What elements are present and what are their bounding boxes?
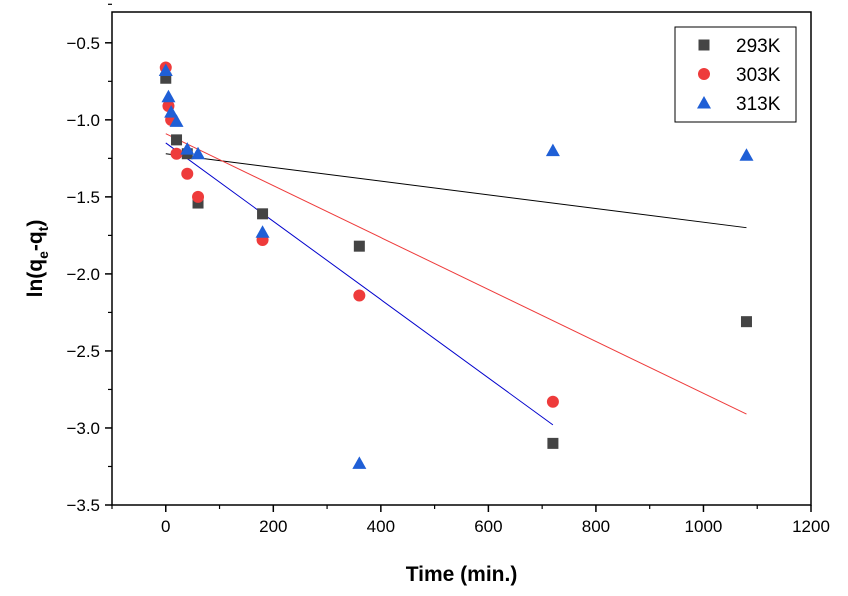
x-tick-label: 800: [582, 517, 610, 536]
fit-line-313K: [165, 142, 554, 426]
point-293K: [192, 197, 204, 209]
fit-line-303K: [165, 133, 747, 415]
legend-marker-293K: [698, 39, 710, 51]
point-303K: [181, 167, 194, 180]
fit-lines: [165, 133, 747, 426]
x-tick-label: 400: [367, 517, 395, 536]
point-313K: [191, 146, 206, 160]
legend-box: [674, 26, 797, 123]
y-tick-label: −2.5: [66, 342, 100, 361]
point-313K: [255, 225, 270, 238]
point-293K: [547, 437, 559, 449]
x-tick-label: 200: [259, 517, 287, 536]
point-313K: [169, 114, 184, 127]
point-293K: [740, 316, 752, 328]
point-313K: [161, 89, 176, 103]
y-title-sub-t: t: [35, 226, 51, 231]
x-axis-ticks: 0 200 400 600 800 1000 1200: [111, 505, 830, 536]
legend: 293K 303K 313K: [674, 26, 797, 123]
legend-label-313K: 313K: [736, 94, 781, 115]
fit-line-293K: [165, 153, 747, 229]
y-tick-label: −3.0: [66, 419, 100, 438]
point-293K: [160, 72, 172, 84]
x-axis-title: Time (min.): [406, 563, 518, 586]
x-tick-label: 1200: [792, 517, 830, 536]
plot-area: 0 200 400 600 800 1000 1200 −3.5 −3.0 −2.5 −2.0 −1…: [66, 3, 830, 536]
y-tick-label: −1.5: [66, 188, 100, 207]
point-303K: [546, 395, 559, 408]
x-tick-label: 1000: [685, 517, 723, 536]
plot-frame: [111, 11, 812, 506]
point-313K: [739, 148, 754, 161]
x-tick-label: 0: [161, 517, 170, 536]
y-title-part-mid: -q: [24, 231, 47, 251]
point-303K: [192, 190, 205, 203]
point-303K: [353, 289, 366, 302]
y-title-sub-e: e: [35, 251, 51, 259]
point-313K: [352, 456, 367, 469]
legend-label-293K: 293K: [736, 36, 781, 57]
legend-marker-313K: [697, 96, 711, 109]
point-293K: [171, 134, 183, 146]
y-title-part-end: ): [24, 220, 47, 227]
x-tick-label: 600: [474, 517, 502, 536]
y-axis-title: ln(qe-qt): [24, 220, 51, 298]
y-tick-label: −1.0: [66, 111, 100, 130]
data-points: [158, 61, 754, 469]
y-title-part-main: ln(q: [24, 259, 47, 297]
point-293K: [353, 240, 365, 252]
y-tick-label: −3.5: [66, 496, 100, 515]
y-axis-ticks: −3.5 −3.0 −2.5 −2.0 −1.5 −1.0 −0.5: [66, 3, 112, 515]
point-313K: [164, 105, 179, 118]
point-303K: [170, 147, 183, 160]
legend-marker-303K: [698, 68, 710, 80]
point-293K: [257, 208, 269, 220]
point-313K: [158, 63, 173, 77]
series-313K: [158, 63, 754, 469]
y-tick-label: −2.0: [66, 265, 100, 284]
point-313K: [180, 142, 195, 155]
point-313K: [545, 143, 560, 157]
y-tick-label: −0.5: [66, 34, 100, 53]
legend-label-303K: 303K: [736, 65, 781, 86]
